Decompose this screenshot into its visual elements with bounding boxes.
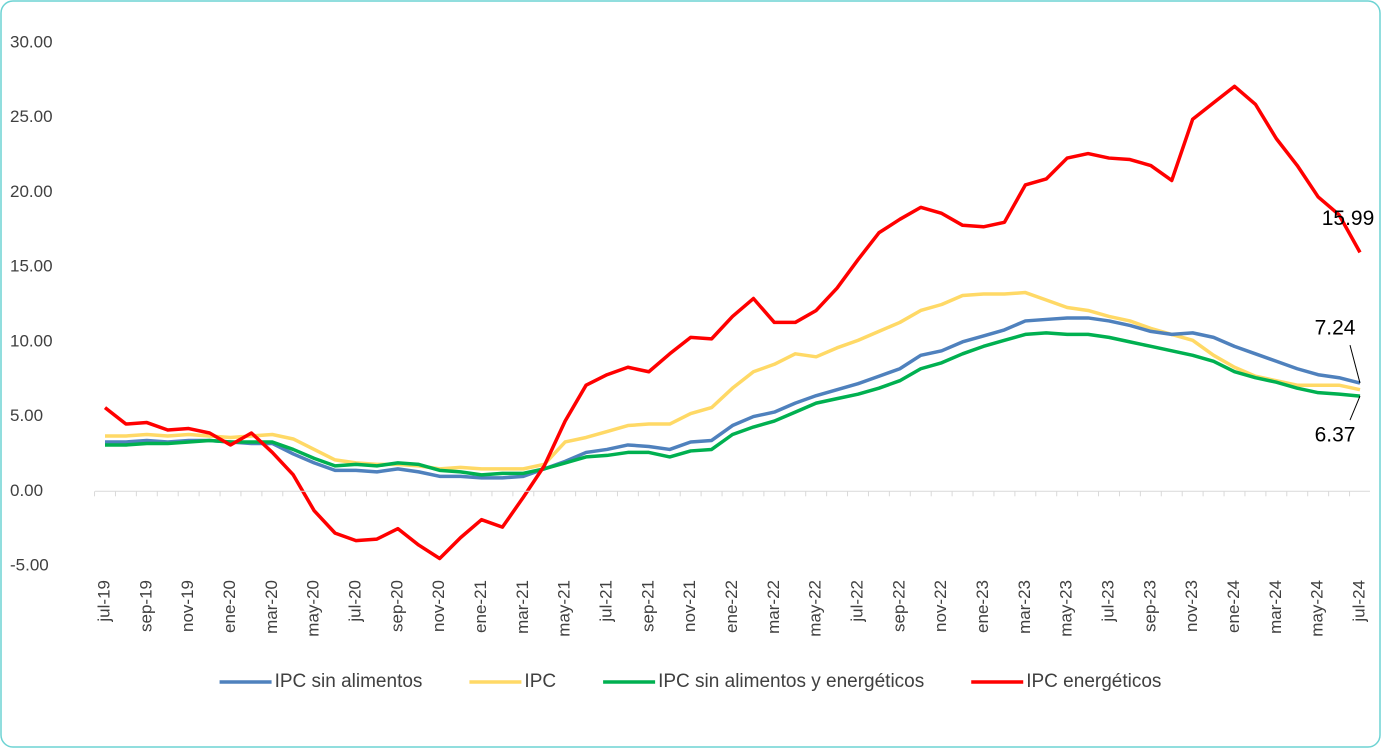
x-tick-label: nov-21 [680,580,699,632]
data-label: 15.99 [1322,207,1375,230]
y-tick-label: 5.00 [10,406,43,425]
data-label: 6.37 [1315,424,1356,447]
x-tick-label: jul-20 [345,580,364,623]
x-tick-label: nov-19 [178,580,197,632]
y-tick-label: 0.00 [10,481,43,500]
series-line [105,331,1361,477]
y-tick-label: 25.00 [10,107,53,126]
legend-label: IPC energéticos [1026,671,1161,692]
x-tick-label: mar-23 [1015,580,1034,634]
legend-label: IPC sin alimentos y energéticos [658,671,924,692]
x-tick-label: mar-22 [764,580,783,634]
x-tick-label: ene-22 [722,580,741,633]
series-line [103,84,1362,561]
x-tick-label: mar-24 [1266,580,1285,634]
x-tick-label: may-21 [555,580,574,637]
y-tick-label: 10.00 [10,331,53,350]
x-tick-label: ene-24 [1224,580,1243,633]
x-tick-label: nov-22 [931,580,950,632]
x-tick-label: jul-21 [596,580,615,623]
x-tick-label: sep-22 [889,580,908,632]
x-tick-label: may-22 [806,580,825,637]
y-tick-label: 15.00 [10,257,53,276]
legend-label: IPC sin alimentos [275,671,423,692]
x-tick-label: mar-21 [513,580,532,634]
y-tick-label: 30.00 [10,32,53,51]
x-tick-label: sep-19 [136,580,155,632]
y-tick-label: -5.00 [10,555,49,574]
x-tick-label: jul-22 [847,580,866,623]
leader-line [1349,395,1361,421]
x-tick-label: ene-23 [973,580,992,633]
x-tick-label: nov-20 [429,580,448,632]
data-label: 7.24 [1315,317,1356,340]
x-tick-label: sep-23 [1140,580,1159,632]
x-tick-label: may-24 [1308,580,1327,637]
series-line [105,290,1361,471]
x-tick-label: sep-21 [638,580,657,632]
x-tick-label: may-23 [1057,580,1076,637]
x-tick-label: nov-23 [1182,580,1201,632]
series-line [105,316,1361,480]
x-tick-label: may-20 [304,580,323,637]
x-tick-label: mar-20 [262,580,281,634]
x-tick-label: sep-20 [387,580,406,632]
x-tick-label: jul-19 [94,580,113,623]
legend-label: IPC [524,671,556,692]
x-tick-label: ene-20 [220,580,239,633]
y-tick-label: 20.00 [10,182,53,201]
x-tick-label: ene-21 [471,580,490,633]
leader-line [1349,344,1361,384]
x-tick-label: jul-24 [1349,580,1368,623]
x-tick-label: jul-23 [1098,580,1117,623]
